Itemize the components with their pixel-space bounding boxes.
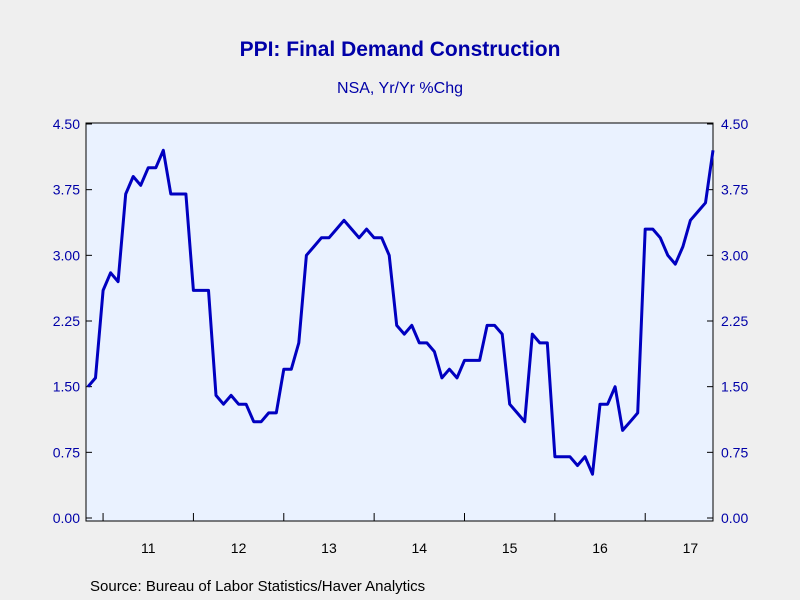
series-line: [86, 148, 715, 476]
right-axis: 4.50 3.75 3.00 2.25 1.50 0.75 0.00: [707, 116, 748, 526]
x-tick-label: 17: [683, 540, 699, 556]
y-tick-label-left: 4.50: [53, 116, 80, 132]
x-tick-label: 13: [321, 540, 337, 556]
y-tick-label-right: 4.50: [721, 116, 748, 132]
x-tick-label: 16: [592, 540, 608, 556]
x-tick-label: 12: [231, 540, 247, 556]
y-tick-label-right: 0.75: [721, 444, 748, 460]
plot-area: [85, 122, 714, 522]
y-tick-label-right: 2.25: [721, 313, 748, 329]
chart-subtitle: NSA, Yr/Yr %Chg: [337, 80, 463, 97]
y-tick-label-right: 3.75: [721, 182, 748, 198]
x-tick-label: 15: [502, 540, 518, 556]
left-axis: 4.50 3.75 3.00 2.25 1.50 0.75 0.00: [53, 116, 92, 526]
y-tick-label-left: 3.75: [53, 182, 80, 198]
y-tick-label-left: 1.50: [53, 379, 80, 395]
x-tick-label: 14: [412, 540, 428, 556]
x-tick-label: 11: [141, 540, 156, 556]
chart-title: PPI: Final Demand Construction: [239, 38, 561, 61]
y-tick-label-right: 3.00: [721, 247, 748, 263]
y-tick-label-left: 2.25: [53, 313, 80, 329]
y-tick-label-left: 3.00: [53, 247, 80, 263]
y-tick-label-left: 0.00: [53, 510, 80, 526]
y-tick-label-right: 0.00: [721, 510, 748, 526]
source-note: Source: Bureau of Labor Statistics/Haver…: [90, 578, 426, 595]
y-tick-label-right: 1.50: [721, 379, 748, 395]
x-axis: 11 12 13 14 15 16 17: [102, 513, 699, 556]
y-tick-label-left: 0.75: [53, 444, 80, 460]
